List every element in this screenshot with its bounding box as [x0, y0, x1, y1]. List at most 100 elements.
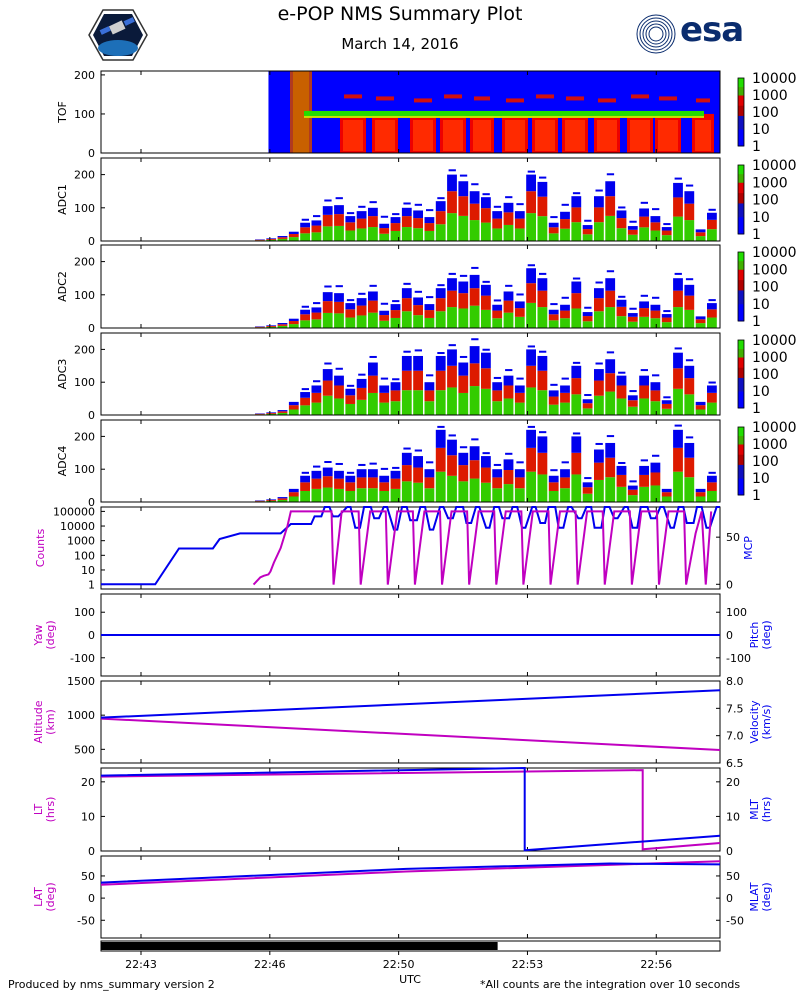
adc4-column-35-seg-1: [650, 472, 661, 486]
adc2-column-29-seg-1: [582, 316, 593, 322]
adc4-column-4-seg-0: [300, 490, 310, 502]
adc3-column-18-seg-1: [458, 375, 469, 393]
adc3-dash-10: [369, 355, 377, 358]
counts-ytick-label-3: 100: [74, 549, 95, 562]
tof-colorbar-cell: [738, 108, 744, 111]
adc4-column-37-seg-1: [673, 447, 683, 472]
adc4-column-17-seg-1: [447, 455, 457, 476]
adc4-column-23-seg-0: [514, 488, 525, 502]
adc4-column-39-seg-2: [695, 488, 706, 493]
adc4-colorbar-cell: [738, 478, 744, 481]
adc1-column-16-seg-0: [435, 224, 446, 241]
adc2-column-25-seg-2: [537, 278, 548, 291]
adc2-dash-26: [550, 303, 558, 306]
adc4-column-21-seg-2: [492, 469, 503, 478]
adc1-column-39-seg-0: [695, 236, 706, 241]
adc1-dash-29: [584, 219, 592, 222]
adc3-colorbar-cell: [738, 402, 744, 406]
adc4-dash-32: [618, 461, 626, 464]
adc2-column-8-seg-0: [345, 317, 356, 328]
adc1-column-13-seg-2: [401, 207, 412, 217]
adc1-dash-11: [380, 215, 389, 218]
adc4-colorbar-cell: [738, 452, 744, 455]
adc2-colorbar-frame: [737, 251, 745, 322]
adc2-column-1-seg-0: [266, 326, 277, 328]
adc3-dash-5: [313, 380, 321, 383]
adc3-column-30-seg-2: [594, 369, 604, 381]
adc2-column-14-seg-1: [413, 305, 423, 316]
tof-colorbar-cell: [738, 81, 744, 84]
adc2-colorbar-cell: [738, 279, 744, 282]
lat-mlat-right-ytick-right-label-2: 50: [726, 870, 740, 883]
adc1-column-35-seg-2: [650, 216, 661, 223]
adc1-colorbar-cell: [738, 170, 744, 173]
adc4-colorbar-cell: [738, 438, 744, 442]
adc4-column-3-seg-0: [288, 496, 299, 502]
adc2-column-10-seg-0: [368, 312, 378, 328]
adc3-column-40-seg-0: [707, 402, 717, 415]
adc2-column-11-seg-2: [379, 310, 390, 316]
adc4-colorbar-label-0: 10000: [752, 420, 797, 436]
adc4-column-5-seg-1: [311, 478, 322, 489]
lt-mlt-ylabel-right: MLT(hrs): [748, 797, 773, 823]
adc3-column-29-seg-0: [582, 408, 593, 415]
adc3-column-37-seg-2: [673, 352, 683, 369]
adc3-column-12-seg-0: [390, 401, 401, 415]
adc1-column-28-seg-0: [571, 222, 582, 241]
adc1-colorbar-label-0: 10000: [752, 158, 797, 174]
tof-band-edge: [304, 115, 704, 118]
adc2-dash-35: [652, 296, 660, 299]
adc3-column-21-seg-1: [492, 390, 503, 402]
adc3-colorbar-cell: [738, 382, 744, 385]
adc3-column-17-seg-1: [447, 365, 457, 388]
adc1-column-23-seg-0: [514, 228, 525, 241]
adc1-column-20-seg-0: [481, 222, 491, 241]
adc3-colorbar-cell: [738, 379, 744, 382]
adc1-colorbar-cell: [738, 173, 744, 176]
adc1-column-7-seg-1: [334, 214, 344, 226]
adc3-colorbar-cell: [738, 367, 744, 370]
adc4-column-20-seg-1: [481, 467, 491, 483]
adc1-column-32-seg-2: [616, 210, 627, 219]
adc1-colorbar-cell: [738, 189, 744, 192]
adc3-column-14-seg-2: [413, 355, 423, 371]
adc4-column-11-seg-1: [379, 482, 390, 491]
adc3-column-14-seg-1: [413, 370, 423, 391]
tof-early-block-inner: [293, 71, 309, 153]
adc2-column-28-seg-2: [571, 281, 582, 294]
adc4-ytick-label-0: 0: [88, 496, 95, 509]
adc4-dash-14: [414, 449, 422, 452]
adc2-column-15-seg-0: [424, 317, 435, 328]
adc2-dash-31: [606, 270, 615, 273]
adc1-dash-23: [516, 203, 524, 206]
adc4-dash-33: [629, 480, 637, 483]
adc4-column-28-seg-2: [571, 436, 582, 453]
adc3-column-26-seg-1: [548, 396, 559, 405]
adc2-colorbar-cell: [738, 315, 744, 319]
adc4-column-22-seg-2: [503, 459, 514, 471]
altitude-velocity-right-ytick-right-label-0: 6.5: [726, 757, 744, 770]
tof-colorbar-cell: [738, 129, 744, 132]
adc4-column-18-seg-2: [458, 452, 469, 466]
mcp-ytick-right-label-1: 50: [726, 531, 740, 544]
adc3-column-1-seg-0: [266, 413, 277, 415]
adc2-dash-15: [426, 296, 434, 299]
mlt-line: [100, 766, 721, 852]
adc4-column-14-seg-0: [413, 482, 423, 502]
adc2-colorbar-label-4: 1: [752, 314, 761, 330]
adc3-column-34-seg-0: [639, 398, 649, 415]
adc4-colorbar-cell: [738, 449, 744, 452]
adc3-colorbar-cell: [738, 401, 744, 404]
adc2-column-3-seg-0: [288, 324, 299, 328]
adc3-colorbar-cell: [738, 363, 744, 366]
adc3-column-6-seg-0: [322, 395, 333, 415]
adc4-column-19-seg-0: [469, 478, 480, 502]
adc4-column-2-seg-2: [277, 497, 288, 499]
adc2-column-39-seg-2: [695, 316, 706, 320]
lat-line: [100, 860, 721, 886]
adc1-column-14-seg-2: [413, 210, 423, 219]
adc1-column-18-seg-1: [458, 196, 469, 216]
counts-mcp-frame: [100, 506, 721, 590]
x-tick-label-1: 22:46: [254, 958, 286, 971]
adc4-column-39-seg-0: [695, 496, 706, 502]
